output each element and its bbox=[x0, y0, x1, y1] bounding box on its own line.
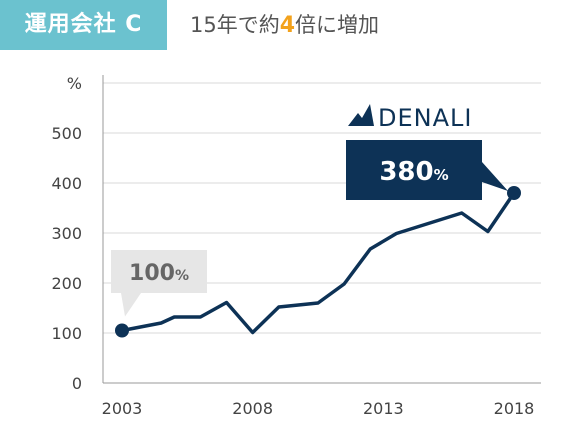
start-callout: 100% bbox=[111, 250, 207, 317]
headline-prefix: 15年で約 bbox=[190, 13, 280, 37]
x-tick-label: 2003 bbox=[102, 399, 143, 418]
end-callout: DENALI 380% bbox=[346, 104, 508, 200]
y-unit-label: % bbox=[67, 74, 82, 93]
axes bbox=[102, 75, 541, 384]
end-callout-unit: % bbox=[434, 166, 449, 184]
x-tick-label: 2018 bbox=[494, 399, 535, 418]
x-tick-labels: 2003 2008 2013 2018 bbox=[102, 399, 535, 418]
grid-lines bbox=[103, 82, 541, 334]
company-tag: 運用会社 C bbox=[0, 0, 167, 50]
denali-logo: DENALI bbox=[348, 104, 472, 132]
y-tick-label: 400 bbox=[51, 174, 82, 193]
start-callout-value: 100 bbox=[129, 261, 175, 286]
y-tick-label: 500 bbox=[51, 124, 82, 143]
y-tick-label: 0 bbox=[72, 374, 82, 393]
mountain-icon bbox=[348, 104, 374, 126]
x-tick-label: 2013 bbox=[363, 399, 404, 418]
start-callout-box bbox=[111, 250, 207, 317]
start-callout-label: 100% bbox=[129, 261, 189, 286]
denali-wordmark: DENALI bbox=[378, 104, 472, 132]
headline-suffix: 倍に増加 bbox=[295, 13, 380, 37]
start-point-marker bbox=[115, 323, 129, 338]
start-callout-unit: % bbox=[175, 268, 189, 284]
chart-headline: 15年で約4倍に増加 bbox=[190, 0, 379, 50]
y-tick-labels: 0 100 200 300 400 500 bbox=[51, 124, 82, 393]
y-tick-label: 100 bbox=[51, 324, 82, 343]
series-line bbox=[120, 191, 516, 335]
end-point-marker bbox=[507, 186, 521, 200]
series-layer bbox=[115, 186, 521, 338]
headline-highlight: 4 bbox=[279, 13, 296, 38]
end-callout-label: 380% bbox=[379, 157, 448, 187]
end-callout-value: 380 bbox=[379, 157, 433, 187]
x-tick-label: 2008 bbox=[232, 399, 273, 418]
end-callout-box bbox=[346, 140, 508, 200]
chart-header: 運用会社 C 15年で約4倍に増加 bbox=[0, 0, 576, 50]
y-tick-label: 300 bbox=[51, 224, 82, 243]
y-tick-label: 200 bbox=[51, 274, 82, 293]
